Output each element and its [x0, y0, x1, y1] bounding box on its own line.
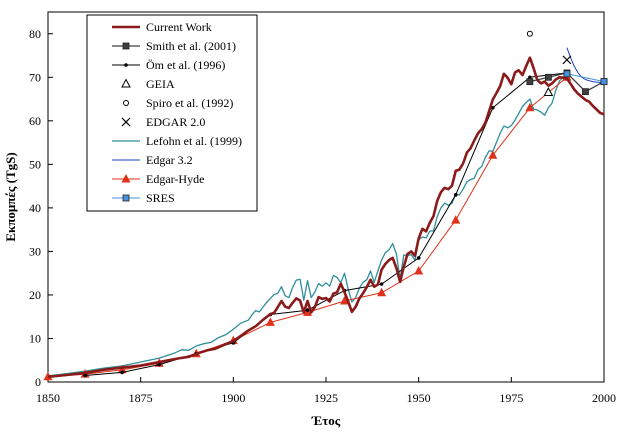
x-tick-label: 1875 — [129, 391, 153, 405]
data-point — [525, 102, 535, 112]
legend-label: Edgar 3.2 — [146, 153, 193, 167]
series-line — [566, 73, 605, 83]
legend-marker — [121, 117, 131, 127]
data-point — [528, 75, 532, 80]
data-point — [305, 308, 310, 312]
data-point — [562, 55, 572, 65]
data-point — [582, 88, 589, 96]
legend-marker — [123, 100, 129, 106]
series-line — [47, 74, 568, 377]
y-tick-label: 30 — [29, 244, 41, 258]
legend-marker — [121, 174, 131, 183]
data-point — [563, 70, 571, 78]
y-tick-label: 50 — [29, 157, 41, 171]
legend: Current Work Smith et al. (2001) Öm et al.… — [86, 14, 258, 212]
legend-label: Edgar-Hyde — [146, 172, 204, 186]
data-point — [265, 317, 275, 326]
series-spiro-et-al-1992 — [526, 30, 533, 37]
legend-item: SRES — [112, 191, 175, 205]
y-tick-label: 0 — [35, 375, 41, 389]
data-point — [340, 296, 350, 305]
x-tick-label: 1900 — [221, 391, 245, 405]
data-point — [157, 362, 161, 367]
data-point — [379, 282, 384, 286]
legend-label: Current Work — [146, 20, 212, 34]
legend-marker — [122, 42, 130, 50]
legend-label: SRES — [146, 191, 175, 205]
legend-item: GEIA — [121, 77, 175, 91]
data-point — [526, 30, 533, 37]
data-point — [488, 150, 498, 159]
series-line — [566, 47, 605, 85]
x-tick-label: 2000 — [592, 391, 616, 405]
x-tick-label: 1975 — [499, 391, 523, 405]
axes: 1850 1875 1900 1925 1950 1975 2000 0 10 20 30 40 50 6… — [29, 11, 616, 405]
legend-marker — [121, 78, 131, 88]
data-point — [83, 373, 87, 378]
y-tick-label: 20 — [29, 288, 41, 302]
legend-label: Spiro et al. (1992) — [146, 96, 233, 110]
legend-item: Öm et al. (1996) — [112, 58, 225, 72]
y-tick-label: 10 — [29, 331, 41, 345]
data-point — [377, 287, 387, 297]
data-point — [451, 215, 461, 224]
data-point — [526, 78, 534, 86]
legend-label: Lefohn et al. (1999) — [146, 134, 242, 148]
series-edgar-2-0 — [562, 55, 572, 65]
data-point — [416, 256, 421, 260]
data-point — [491, 105, 495, 110]
legend-label: EDGAR 2.0 — [146, 115, 205, 129]
legend-marker — [124, 63, 128, 67]
legend-marker — [122, 194, 130, 202]
y-axis-title: Εκπομπές (TgS) — [3, 152, 18, 241]
x-tick-label: 1950 — [407, 391, 431, 405]
legend-label: GEIA — [146, 77, 175, 91]
series-lefohn-et-al-1999 — [47, 74, 568, 377]
series-geia — [543, 86, 554, 97]
legend-item: Smith et al. (2001) — [112, 39, 236, 53]
x-tick-label: 1850 — [36, 391, 60, 405]
y-tick-label: 40 — [29, 201, 41, 215]
data-point — [543, 86, 554, 97]
data-point — [545, 73, 552, 81]
series-sres — [563, 70, 608, 86]
legend-label: Öm et al. (1996) — [146, 58, 225, 72]
data-point — [117, 364, 127, 374]
legend-item: Lefohn et al. (1999) — [112, 134, 242, 148]
x-tick-label: 1925 — [314, 391, 338, 405]
data-point — [453, 193, 458, 197]
y-tick-label: 70 — [29, 70, 41, 84]
data-point — [120, 370, 124, 375]
legend-label: Smith et al. (2001) — [146, 39, 236, 53]
legend-item: EDGAR 2.0 — [121, 115, 205, 129]
data-point — [414, 266, 424, 275]
legend-item: Edgar-Hyde — [112, 172, 204, 186]
y-tick-label: 60 — [29, 114, 41, 128]
legend-item: Current Work — [112, 20, 212, 34]
legend-item: Spiro et al. (1992) — [123, 96, 233, 110]
data-point — [600, 78, 608, 86]
legend-item: Edgar 3.2 — [112, 153, 193, 167]
series-edgar-3-2 — [566, 47, 605, 85]
x-axis-title: Έτος — [311, 413, 341, 428]
y-tick-label: 80 — [29, 27, 41, 41]
series-layer — [43, 30, 608, 381]
legend-box — [86, 14, 258, 212]
